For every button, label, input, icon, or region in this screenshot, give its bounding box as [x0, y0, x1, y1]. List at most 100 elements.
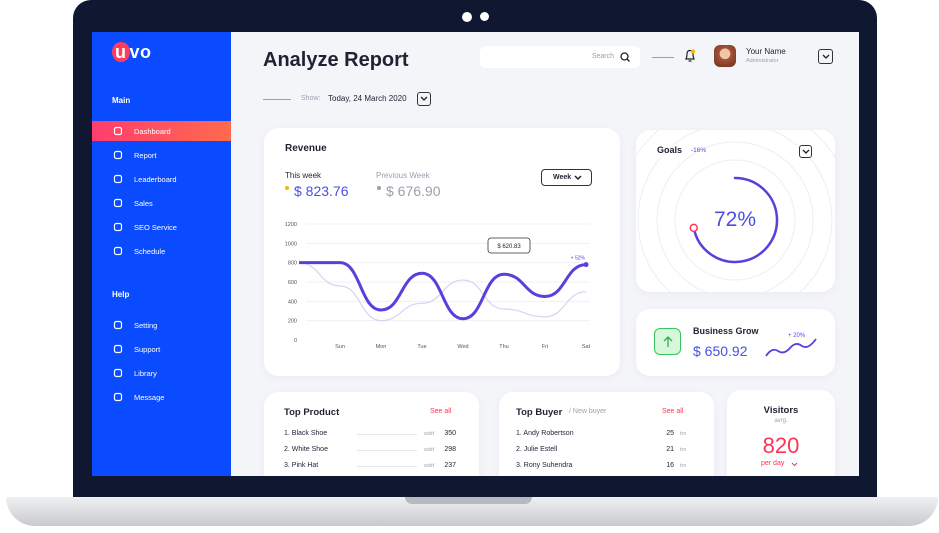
nav-item[interactable]: Sales — [92, 193, 231, 213]
goals-change: -16% — [691, 147, 707, 154]
see-all[interactable]: See all — [662, 408, 684, 415]
nav-item[interactable]: Leaderboard — [92, 169, 231, 189]
sidebar: uvo Main Dashboard Report Leaderboard Sales S… — [92, 32, 231, 476]
grow-icon — [654, 328, 681, 355]
series-line — [299, 261, 587, 321]
divider — [357, 434, 417, 435]
nav-icon — [113, 344, 123, 354]
visitors-value: 820 — [762, 433, 800, 458]
legend-dot — [285, 186, 289, 190]
see-all[interactable]: See all — [430, 408, 452, 415]
x-tick-label: Wed — [457, 344, 468, 350]
nav-label: SEO Service — [134, 223, 177, 232]
avatar[interactable] — [714, 45, 736, 67]
product-name: 1. Black Shoe — [284, 430, 328, 437]
card-subtitle: / New buyer — [569, 408, 607, 415]
nav-item[interactable]: Report — [92, 145, 231, 165]
card-title: Top Buyer — [516, 407, 563, 418]
legend-label: Previous Week — [376, 171, 430, 180]
search-box[interactable]: Search — [480, 46, 640, 68]
bell-icon[interactable] — [684, 49, 696, 63]
legend-dot — [377, 186, 381, 190]
series-line — [298, 262, 587, 322]
x-tick-label: Mon — [376, 344, 387, 350]
y-tick-label: 800 — [288, 261, 297, 267]
nav-icon — [113, 320, 123, 330]
nav-item[interactable]: Dashboard — [92, 121, 231, 141]
user-dropdown[interactable] — [818, 49, 833, 64]
y-tick-label: 1000 — [285, 241, 297, 247]
divider — [263, 99, 291, 100]
nav-icon — [113, 150, 123, 160]
trx-unit: trx — [680, 431, 687, 437]
x-tick-label: Tue — [417, 344, 426, 350]
y-tick-label: 600 — [288, 280, 297, 286]
card-title: Top Product — [284, 407, 340, 418]
product-name: 2. White Shoe — [284, 446, 328, 453]
top-product-card: Top Product See all 1. Black Shoe sold 350… — [264, 392, 479, 476]
business-change: + 20% — [788, 333, 806, 339]
goal-start — [689, 223, 698, 233]
goals-value: 72% — [713, 208, 757, 231]
nav-item[interactable]: Message — [92, 387, 231, 407]
nav-item[interactable]: Support — [92, 339, 231, 359]
nav-icon — [113, 246, 123, 256]
card-title: Revenue — [285, 143, 327, 154]
nav-icon — [113, 222, 123, 232]
sold-count: 298 — [444, 446, 456, 453]
screen: uvo Main Dashboard Report Leaderboard Sales S… — [92, 32, 859, 476]
y-tick-label: 0 — [294, 338, 297, 344]
visitors-period: per day — [761, 460, 785, 467]
revenue-chart: 0 200 400 600 800 1000 1200 Sun Mon Tue Wed Thu Fri S… — [285, 222, 591, 350]
page-title: Analyze Report — [263, 49, 409, 71]
nav-label: Support — [134, 345, 161, 354]
user-name: Your Name — [746, 47, 786, 56]
trx-count: 16 — [666, 462, 674, 469]
nav-label: Message — [134, 393, 165, 402]
logo[interactable]: uvo — [115, 42, 152, 62]
goals-card: Goals -16% 72% — [636, 130, 835, 292]
visitors-card: Visitors avrg. 820 per day — [727, 390, 835, 476]
trx-count: 25 — [666, 430, 674, 437]
laptop-notch — [405, 497, 532, 504]
y-tick-label: 200 — [288, 319, 297, 325]
trx-unit: trx — [680, 463, 687, 469]
nav-label: Report — [134, 151, 157, 160]
change-label: + 52% — [571, 256, 586, 262]
user-role: Administrator — [746, 58, 779, 64]
date-dropdown[interactable] — [417, 92, 431, 106]
search-icon — [620, 52, 630, 62]
period-dropdown[interactable]: Week — [541, 169, 592, 186]
card-title: Goals — [657, 145, 683, 155]
section-title: Help — [112, 290, 130, 299]
x-tick-label: Sun — [335, 344, 345, 350]
nav-item[interactable]: SEO Service — [92, 217, 231, 237]
end-point — [583, 262, 589, 268]
trx-unit: trx — [680, 447, 687, 453]
card-title: Business Grow — [693, 326, 759, 336]
camera-dot — [480, 12, 489, 21]
x-tick-label: Thu — [499, 344, 508, 350]
business-value: $ 650.92 — [693, 343, 748, 359]
card-title: Visitors — [763, 405, 799, 416]
buyer-name: 2. Julie Estell — [516, 446, 558, 453]
goals-ring — [636, 130, 835, 292]
y-tick-label: 1200 — [285, 222, 297, 228]
camera-dot — [462, 12, 472, 22]
x-tick-label: Fri — [542, 344, 548, 350]
search-placeholder: Search — [591, 53, 614, 60]
nav-item[interactable]: Library — [92, 363, 231, 383]
sparkline — [765, 338, 817, 357]
buyer-name: 1. Andy Robertson — [516, 430, 574, 437]
goals-dropdown[interactable] — [799, 145, 812, 158]
nav-item[interactable]: Setting — [92, 315, 231, 335]
business-card: Business Grow $ 650.92 + 20% — [636, 309, 835, 376]
divider — [357, 450, 417, 451]
date: Today, 24 March 2020 — [328, 94, 407, 103]
nav-label: Schedule — [134, 247, 166, 256]
divider — [652, 57, 674, 58]
goal-arc — [692, 176, 779, 264]
product-name: 3. Pink Hat — [284, 462, 319, 469]
nav-item[interactable]: Schedule — [92, 241, 231, 261]
